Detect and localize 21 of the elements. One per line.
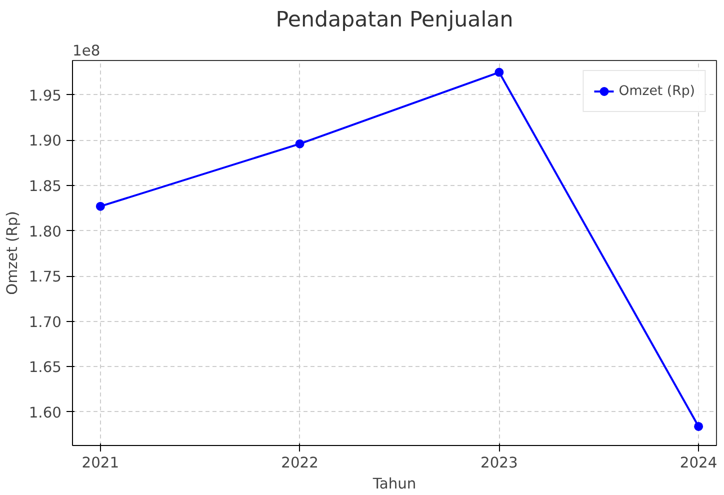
x-tick-label: 2021 <box>82 454 120 472</box>
point <box>295 139 304 148</box>
x-axis-title: Tahun <box>372 476 416 492</box>
x-tick-label: 2022 <box>281 454 318 472</box>
x-tick-label: 2023 <box>480 454 518 472</box>
text: 1e8 <box>72 42 100 60</box>
y-tick-label: 1.95 <box>28 87 62 104</box>
y-tick-label: 1.90 <box>28 132 62 150</box>
y-tick-label: 1.80 <box>28 223 62 240</box>
chart-title: Pendapatan Penjualan <box>276 8 514 32</box>
y-tick-label: 1.65 <box>28 359 62 376</box>
y-tick-label: 1.85 <box>28 178 62 196</box>
point <box>96 202 105 211</box>
y-tick-label: 1.75 <box>28 268 62 286</box>
legend-label: Omzet (Rp) <box>618 84 695 98</box>
y-tick-label: 1.60 <box>28 404 62 422</box>
y-tick-label: 1.70 <box>28 314 62 331</box>
x-tick-label: 2024 <box>680 454 718 472</box>
point <box>694 422 704 431</box>
point <box>494 68 504 77</box>
y-axis-title: Omzet (Rp) <box>4 211 21 295</box>
